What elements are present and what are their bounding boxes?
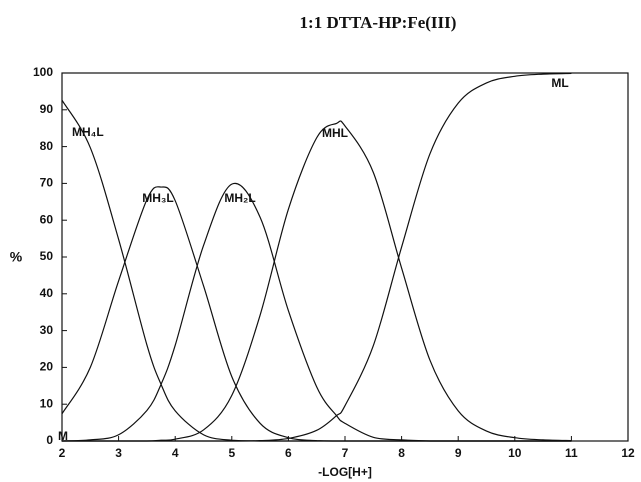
y-tick-label: 10 [40, 396, 54, 410]
x-tick-label: 9 [455, 446, 462, 460]
series-label: MH₄L [72, 125, 104, 139]
x-tick-label: 4 [172, 446, 179, 460]
series-line [61, 182, 572, 442]
x-tick-label: 12 [621, 446, 635, 460]
x-axis-label: -LOG[H+] [318, 465, 372, 479]
y-tick-label: 100 [33, 65, 53, 79]
x-tick-label: 6 [285, 446, 292, 460]
series-line [61, 99, 572, 442]
annotation: M [58, 429, 68, 443]
y-axis-label: % [10, 249, 23, 265]
y-tick-label: 30 [40, 323, 54, 337]
series-line [62, 72, 572, 442]
y-tick-label: 40 [40, 286, 54, 300]
series-line [62, 120, 572, 442]
y-tick-label: 70 [40, 176, 54, 190]
y-tick-label: 90 [40, 102, 54, 116]
x-tick-label: 5 [228, 446, 235, 460]
x-tick-label: 7 [342, 446, 349, 460]
y-tick-label: 20 [40, 360, 54, 374]
y-tick-label: 80 [40, 139, 54, 153]
y-tick-label: 0 [46, 433, 53, 447]
series-label: MHL [322, 126, 348, 140]
y-tick-label: 50 [40, 249, 54, 263]
x-tick-label: 3 [115, 446, 122, 460]
series-label: MH₂L [224, 191, 255, 205]
x-tick-label: 8 [398, 446, 405, 460]
x-tick-label: 10 [508, 446, 522, 460]
x-tick-label: 2 [59, 446, 66, 460]
series-label: MH₃L [142, 191, 174, 205]
chart-title: 1:1 DTTA-HP:Fe(III) [300, 13, 457, 32]
x-tick-label: 11 [565, 446, 578, 460]
y-tick-label: 60 [40, 212, 54, 226]
series-label: ML [551, 76, 568, 90]
